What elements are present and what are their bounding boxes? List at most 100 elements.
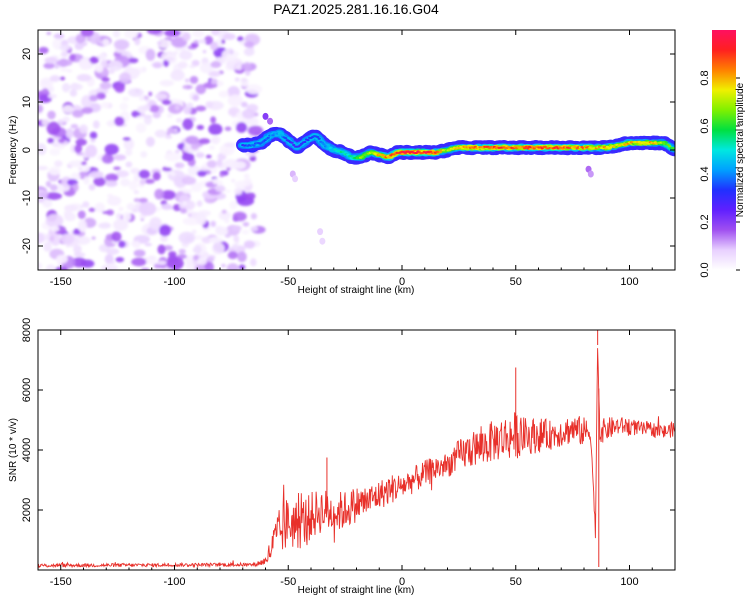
noise-blob [161,99,172,105]
noise-blob [164,152,181,162]
ridge-blob [587,170,594,178]
noise-blob [193,254,199,261]
noise-blob [60,67,69,72]
noise-blob [39,191,49,199]
noise-blob [43,62,55,69]
noise-blob [56,59,73,67]
noise-blob [107,195,122,206]
noise-blob [224,219,230,224]
noise-blob [154,188,165,200]
ridge-blob [387,155,391,158]
noise-blob [181,152,195,162]
noise-blob [166,127,176,134]
noise-blob [245,118,260,126]
noise-blob [106,209,114,216]
noise-blob [224,189,231,193]
noise-blob [138,197,148,204]
noise-blob [215,185,226,193]
noise-blob [179,50,193,61]
noise-blob [77,219,88,233]
noise-blob [245,84,263,95]
noise-blob [98,53,106,60]
ridge-blob [317,228,324,236]
noise-blob [119,72,131,84]
noise-blob [75,33,86,44]
noise-blob [38,232,45,244]
noise-blob [193,235,204,240]
noise-blob [93,176,106,187]
noise-blob [113,219,129,231]
noise-blob [49,184,58,192]
noise-blob [202,50,207,54]
noise-blob [250,258,257,267]
noise-blob [89,131,98,140]
ridge-blob [320,141,324,144]
noise-blob [229,200,238,210]
noise-blob [61,50,69,57]
noise-blob [227,251,238,260]
noise-blob [242,221,250,227]
noise-blob [89,94,98,102]
noise-blob [159,79,175,87]
noise-blob [96,92,106,100]
noise-blob [250,226,259,232]
noise-blob [225,48,234,55]
ridge-blob [322,143,326,146]
noise-blob [60,233,75,245]
colorbar-ticks: 0.0 0.2 0.4 0.6 0.8 [699,70,740,278]
ridge-blob [671,147,675,150]
noise-blob [191,229,197,235]
noise-blob [216,159,223,167]
noise-blob [238,264,246,270]
noise-blob [101,154,114,164]
noise-blob [50,225,60,232]
ridge-blob [298,144,302,147]
noise-blob [152,171,161,181]
noise-blob [133,190,140,195]
noise-blob [111,231,122,242]
noise-blob [163,59,170,67]
noise-blob [226,167,231,171]
noise-blob [235,122,248,133]
noise-blob [205,101,214,109]
noise-blob [212,178,218,185]
noise-blob [118,240,126,248]
noise-blob [130,167,140,175]
noise-blob [59,44,71,51]
noise-blob [224,126,232,131]
noise-blob [112,30,121,38]
y-tick-label: 20 [21,48,33,60]
noise-blob [81,107,93,114]
noise-blob [193,40,199,44]
noise-blob [192,247,199,253]
noise-blob [139,179,146,185]
noise-blob [120,178,131,187]
ridge-blob [306,139,310,142]
noise-blob [196,124,205,131]
noise-blob [105,180,118,187]
noise-blob [72,183,79,192]
ridge-blob [530,145,535,148]
noise-blob [178,61,188,69]
colorbar-tick-label: 0.6 [699,118,711,133]
noise-blob [113,166,121,171]
noise-blob [47,110,56,120]
noise-blob [231,179,236,183]
noise-blob [161,203,172,210]
noise-blob [234,187,243,196]
y-tick-label: 6000 [21,378,33,402]
snr-x-axis: -150 -100 -50 0 50 100 [37,330,676,588]
noise-blob [208,145,215,150]
spectrogram-y-axis: 20 10 0 -10 -20 [21,48,675,254]
snr-series [38,330,675,569]
noise-blob [109,175,118,181]
noise-blob [88,171,104,179]
noise-blob [102,210,109,214]
noise-blob [131,110,141,118]
noise-blob [45,180,52,188]
noise-blob [174,104,181,111]
noise-blob [104,143,119,155]
noise-blob [215,226,229,236]
noise-blob [70,82,79,90]
noise-blob [44,56,58,64]
